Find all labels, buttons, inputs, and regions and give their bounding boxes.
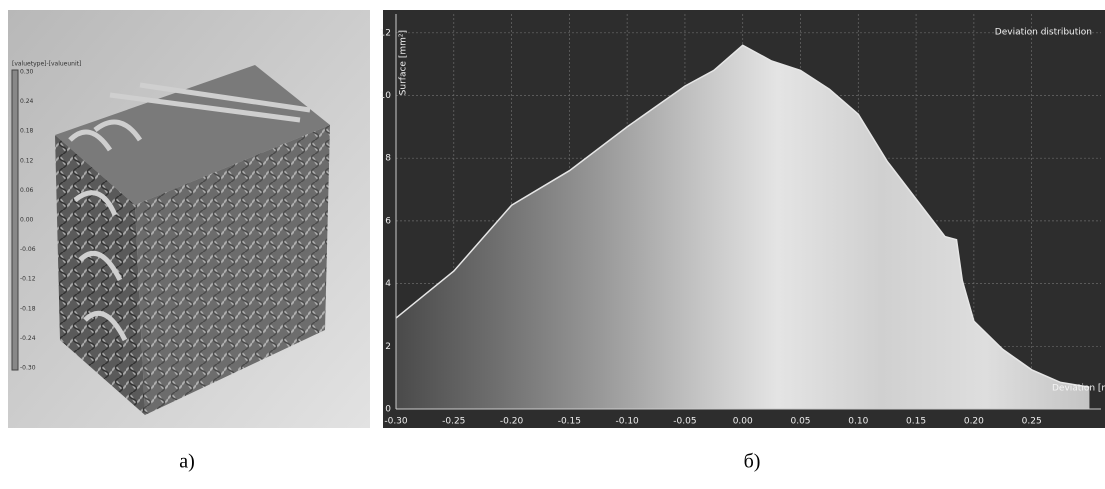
- chart-title: Deviation distribution: [995, 28, 1092, 38]
- caption: б): [744, 451, 761, 473]
- x-tick-label: -0.20: [500, 417, 524, 427]
- caption: a): [179, 451, 195, 473]
- x-tick-label: -0.15: [558, 417, 581, 427]
- x-tick-label: 0.05: [790, 417, 810, 427]
- colorbar-label: -0.12: [20, 276, 36, 283]
- y-axis-label: Surface [mm²]: [399, 30, 409, 95]
- x-tick-label: -0.05: [673, 417, 696, 427]
- figure-svg: [valuetype]-[valueunit] 0.30 0.24 0.18 0.12…: [0, 0, 1105, 489]
- colorbar-label: 0.18: [20, 128, 34, 135]
- colorbar-label: 0.00: [20, 217, 34, 224]
- colorbar-label: -0.30: [20, 365, 36, 372]
- x-tick-label: 0.15: [906, 417, 926, 427]
- colorbar-label: 0.12: [20, 157, 34, 164]
- colorbar-label: 0.24: [20, 98, 34, 105]
- y-tick-label: 2: [385, 342, 391, 352]
- colorbar-label: 0.06: [20, 187, 34, 194]
- y-tick-label: 12: [380, 28, 391, 38]
- figure: [valuetype]-[valueunit] 0.30 0.24 0.18 0.12…: [0, 0, 1105, 489]
- y-tick-label: 10: [380, 91, 392, 101]
- x-tick-label: -0.30: [384, 417, 408, 427]
- x-tick-label: -0.25: [442, 417, 465, 427]
- colorbar-label: -0.18: [20, 305, 36, 312]
- y-tick-label: 0: [385, 405, 391, 415]
- render-panel: [valuetype]-[valueunit] 0.30 0.24 0.18 0.12…: [8, 10, 370, 473]
- x-tick-label: 0.25: [1022, 417, 1042, 427]
- x-tick-label: 0.00: [733, 417, 753, 427]
- y-tick-label: 8: [385, 154, 391, 164]
- x-tick-label: 0.10: [848, 417, 868, 427]
- y-tick-label: 4: [385, 279, 391, 289]
- x-axis-label: Deviation [mm]: [1052, 384, 1105, 394]
- colorbar-label: 0.30: [20, 69, 34, 76]
- colorbar-label: -0.06: [20, 246, 36, 253]
- colorbar: [12, 70, 18, 370]
- y-tick-label: 6: [385, 216, 391, 226]
- colorbar-label: -0.24: [20, 335, 36, 342]
- x-tick-label: 0.20: [964, 417, 984, 427]
- x-tick-label: -0.10: [615, 417, 639, 427]
- colorbar-title: [valuetype]-[valueunit]: [12, 61, 81, 68]
